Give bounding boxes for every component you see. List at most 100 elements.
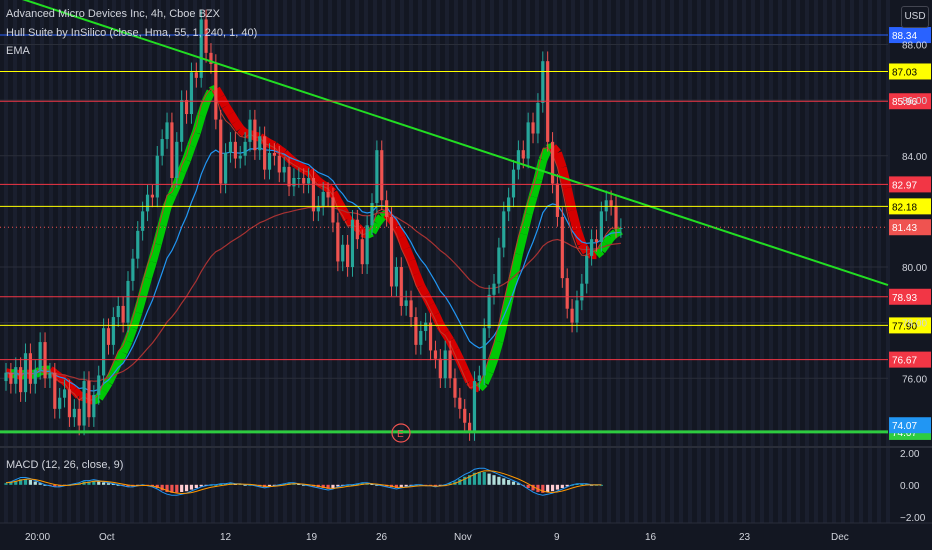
candle-body[interactable] [560, 216, 564, 279]
candle-body[interactable] [453, 378, 457, 398]
candle-body[interactable] [419, 330, 423, 345]
candle-body[interactable] [365, 225, 369, 265]
candle-body[interactable] [336, 222, 340, 262]
candle-body[interactable] [346, 244, 350, 267]
candle-body[interactable] [97, 375, 101, 395]
candle-body[interactable] [53, 372, 57, 409]
candle-body[interactable] [282, 166, 286, 173]
candle-body[interactable] [580, 283, 584, 301]
candle-body[interactable] [507, 197, 511, 212]
candle-body[interactable] [585, 255, 589, 284]
candle-body[interactable] [4, 372, 8, 382]
candle-body[interactable] [287, 166, 291, 187]
candle-body[interactable] [302, 178, 306, 184]
candle-body[interactable] [468, 422, 472, 432]
candle-body[interactable] [189, 72, 194, 115]
candle-body[interactable] [409, 300, 413, 318]
candle-body[interactable] [306, 178, 311, 184]
candle-body[interactable] [375, 150, 379, 204]
candle-body[interactable] [521, 150, 525, 159]
candle-body[interactable] [555, 183, 560, 217]
candle-body[interactable] [492, 283, 496, 295]
candle-body[interactable] [121, 305, 125, 323]
candle-body[interactable] [209, 52, 213, 64]
candle-body[interactable] [106, 328, 111, 345]
candle-body[interactable] [219, 119, 223, 184]
candle-body[interactable] [150, 194, 154, 198]
candle-body[interactable] [438, 358, 442, 379]
candle-body[interactable] [604, 200, 608, 212]
candle-body[interactable] [136, 230, 140, 259]
candle-body[interactable] [472, 381, 477, 432]
candle-body[interactable] [155, 155, 159, 198]
candle-body[interactable] [511, 169, 516, 198]
candle-body[interactable] [228, 141, 233, 153]
candle-body[interactable] [77, 408, 81, 426]
candle-body[interactable] [482, 328, 486, 376]
candle-body[interactable] [458, 397, 462, 409]
candle-body[interactable] [575, 300, 579, 323]
candle-body[interactable] [277, 155, 281, 173]
candle-body[interactable] [184, 100, 189, 115]
candle-body[interactable] [424, 322, 428, 331]
candle-body[interactable] [116, 305, 120, 318]
candle-body[interactable] [311, 178, 316, 212]
candle-body[interactable] [62, 389, 67, 398]
candle-body[interactable] [297, 178, 301, 179]
candle-body[interactable] [614, 205, 618, 229]
candle-body[interactable] [414, 317, 418, 345]
candle-body[interactable] [160, 139, 164, 156]
candle-body[interactable] [272, 152, 276, 156]
descending-trendline[interactable] [0, 0, 889, 287]
candle-body[interactable] [43, 342, 47, 379]
candle-body[interactable] [175, 141, 179, 178]
candle-body[interactable] [248, 119, 252, 142]
candle-body[interactable] [565, 278, 569, 309]
candle-body[interactable] [58, 397, 62, 409]
candle-body[interactable] [28, 353, 32, 384]
candle-body[interactable] [165, 122, 169, 140]
candle-body[interactable] [331, 197, 335, 223]
candle-body[interactable] [82, 381, 86, 426]
candle-body[interactable] [570, 308, 574, 323]
currency-button[interactable]: USD [901, 6, 929, 28]
candle-body[interactable] [267, 152, 272, 170]
candle-body[interactable] [433, 350, 438, 359]
candle-body[interactable] [170, 122, 174, 178]
candle-body[interactable] [550, 141, 555, 184]
candle-body[interactable] [238, 155, 242, 159]
candle-body[interactable] [380, 150, 384, 201]
candle-body[interactable] [204, 19, 208, 53]
candle-body[interactable] [199, 19, 203, 78]
candle-body[interactable] [399, 267, 403, 306]
candle-body[interactable] [141, 211, 145, 231]
candle-body[interactable] [87, 381, 91, 418]
candle-body[interactable] [536, 102, 540, 134]
candle-body[interactable] [350, 219, 355, 267]
candle-body[interactable] [443, 350, 447, 379]
candle-body[interactable] [214, 63, 218, 120]
candle-body[interactable] [126, 280, 130, 323]
candle-body[interactable] [502, 211, 506, 248]
candle-body[interactable] [258, 136, 262, 151]
candle-body[interactable] [19, 367, 23, 393]
candle-body[interactable] [394, 267, 398, 287]
candle-body[interactable] [477, 375, 481, 382]
candle-body[interactable] [33, 369, 37, 384]
candle-body[interactable] [360, 239, 364, 265]
candle-body[interactable] [404, 300, 408, 306]
candle-body[interactable] [448, 350, 452, 379]
candle-body[interactable] [292, 178, 296, 187]
candle-body[interactable] [594, 239, 599, 242]
candle-body[interactable] [619, 228, 623, 230]
candle-body[interactable] [531, 122, 535, 134]
candle-body[interactable] [326, 191, 330, 198]
ema-legend[interactable]: EMA [6, 45, 30, 57]
candle-body[interactable] [48, 372, 52, 379]
candle-body[interactable] [487, 294, 491, 329]
candle-body[interactable] [102, 328, 106, 376]
candle-body[interactable] [389, 216, 394, 287]
candle-body[interactable] [243, 141, 247, 156]
hull-suite-legend[interactable]: Hull Suite by InSilico (close, Hma, 55, … [6, 27, 258, 39]
